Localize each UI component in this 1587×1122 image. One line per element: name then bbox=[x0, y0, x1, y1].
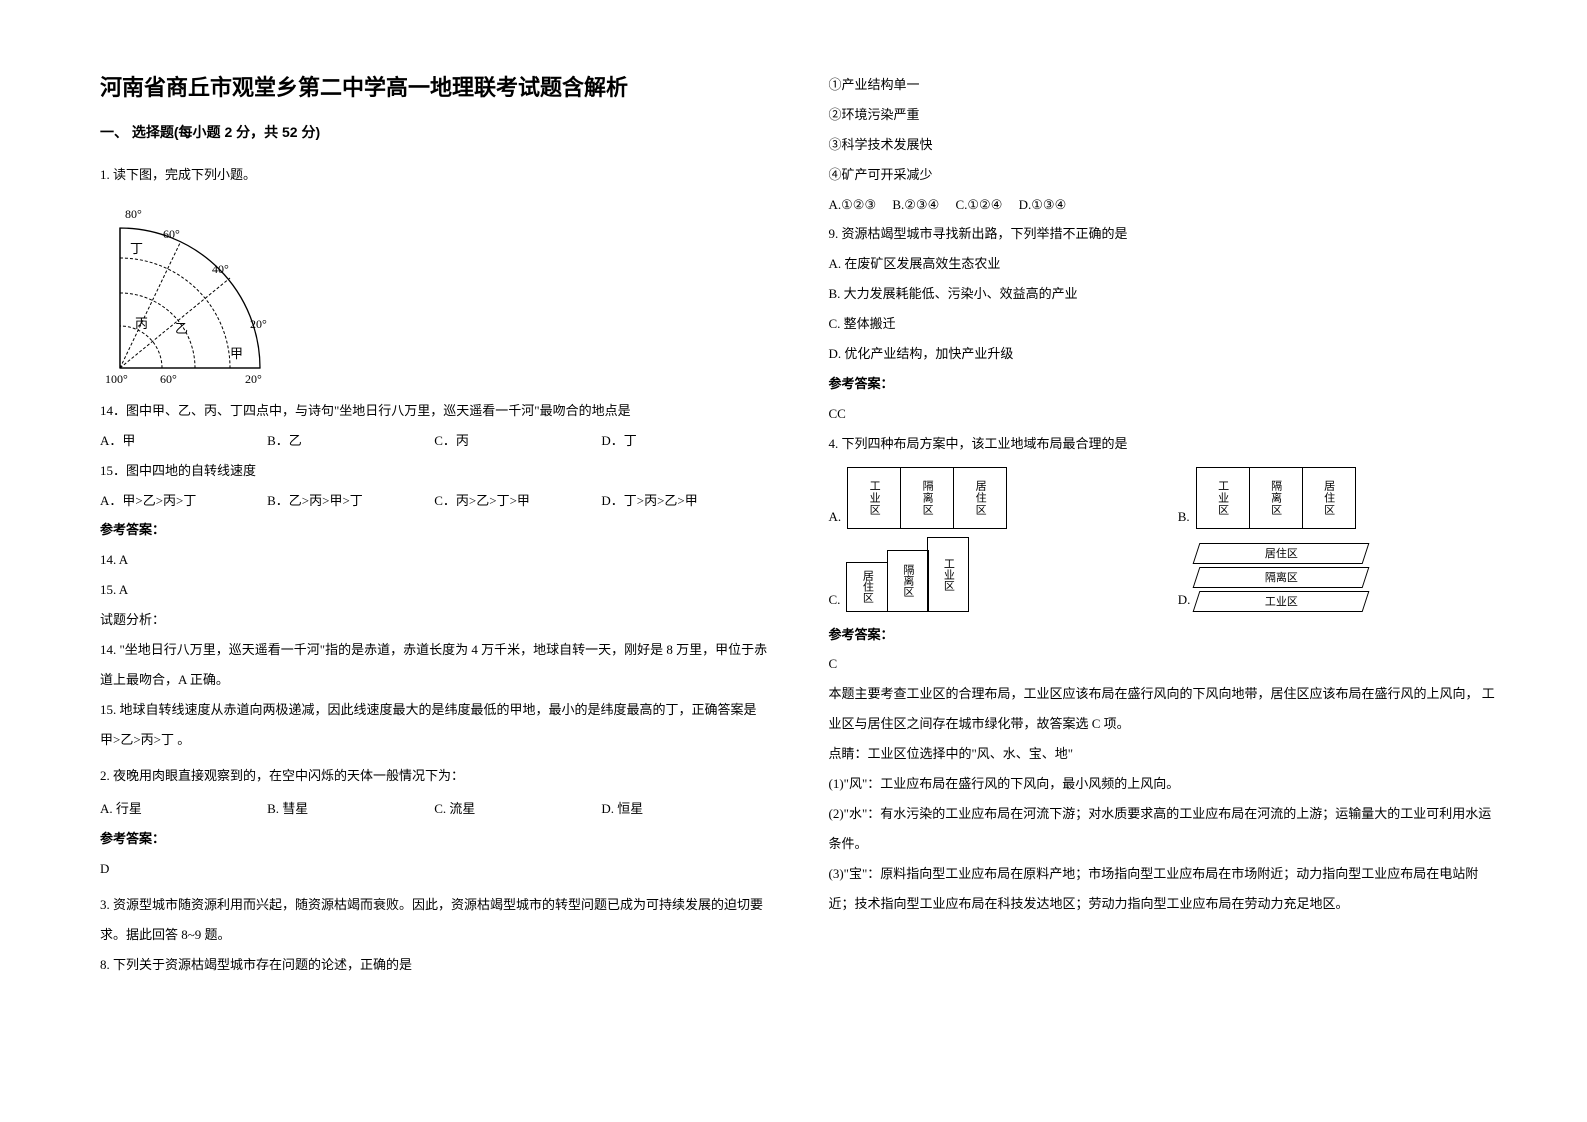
q14-d: D．丁 bbox=[601, 426, 768, 456]
right-column: ①产业结构单一 ②环境污染严重 ③科学技术发展快 ④矿产可开采减少 A.①②③ … bbox=[829, 70, 1498, 980]
expl-p1: (1)"风"：工业应布局在盛行风的下风向，最小风频的上风向。 bbox=[829, 769, 1498, 799]
layout-c-2: 隔离区 bbox=[887, 550, 929, 612]
list-1: ①产业结构单一 bbox=[829, 70, 1498, 100]
label-d: D. bbox=[1178, 592, 1191, 612]
q2: 2. 夜晚用肉眼直接观察到的，在空中闪烁的天体一般情况下为： bbox=[100, 761, 769, 791]
pt-jia: 甲 bbox=[230, 346, 243, 361]
lon-20: 20° bbox=[245, 372, 262, 386]
list-4: ④矿产可开采减少 bbox=[829, 160, 1498, 190]
expl-p3: (3)"宝"：原料指向型工业应布局在原料产地；市场指向型工业应布局在市场附近；动… bbox=[829, 859, 1498, 919]
answer-label-3: 参考答案： bbox=[829, 369, 1498, 399]
analysis14: 14. "坐地日行八万里，巡天遥看一千河"指的是赤道，赤道长度为 4 万千米，地… bbox=[100, 635, 769, 695]
q4: 4. 下列四种布局方案中，该工业地域布局最合理的是 bbox=[829, 429, 1498, 459]
q2-options: A. 行星 B. 彗星 C. 流星 D. 恒星 bbox=[100, 794, 769, 824]
layout-a-3: 居住区 bbox=[954, 468, 1006, 528]
layout-c: 居住区 隔离区 工业区 bbox=[846, 537, 1016, 612]
layout-a-cell: A. 工业区 隔离区 居住区 bbox=[829, 467, 1148, 529]
expl-tip: 点睛：工业区位选择中的"风、水、宝、地" bbox=[829, 739, 1498, 769]
layout-b-3: 居住区 bbox=[1303, 468, 1355, 528]
a15: 15. A bbox=[100, 575, 769, 605]
q1-intro: 1. 读下图，完成下列小题。 bbox=[100, 160, 769, 190]
answer-label-1: 参考答案： bbox=[100, 515, 769, 545]
q15-options: A．甲>乙>丙>丁 B．乙>丙>甲>丁 C．丙>乙>丁>甲 D．丁>丙>乙>甲 bbox=[100, 486, 769, 516]
layout-b-cell: B. 工业区 隔离区 居住区 bbox=[1178, 467, 1497, 529]
layout-d-cell: D. 居住区 隔离区 工业区 bbox=[1178, 537, 1497, 612]
layout-d-2: 隔离区 bbox=[1265, 569, 1298, 585]
layout-b-2: 隔离区 bbox=[1250, 468, 1303, 528]
layout-c-3: 工业区 bbox=[927, 537, 969, 612]
q14: 14．图中甲、乙、丙、丁四点中，与诗句"坐地日行八万里，巡天遥看一千河"最吻合的… bbox=[100, 396, 769, 426]
q2-d: D. 恒星 bbox=[601, 794, 768, 824]
q15-d: D．丁>丙>乙>甲 bbox=[601, 486, 768, 516]
answer-label-4: 参考答案： bbox=[829, 620, 1498, 650]
q2-b: B. 彗星 bbox=[267, 794, 434, 824]
q15-b: B．乙>丙>甲>丁 bbox=[267, 486, 434, 516]
label-b: B. bbox=[1178, 509, 1190, 529]
q14-a: A．甲 bbox=[100, 426, 267, 456]
document-title: 河南省商丘市观堂乡第二中学高一地理联考试题含解析 bbox=[100, 70, 769, 102]
layout-b: 工业区 隔离区 居住区 bbox=[1196, 467, 1356, 529]
lat-60: 60° bbox=[163, 227, 180, 241]
q8-opts: A.①②③ B.②③④ C.①②④ D.①③④ bbox=[829, 190, 1498, 220]
section-header: 一、 选择题(每小题 2 分，共 52 分) bbox=[100, 122, 769, 142]
label-a: A. bbox=[829, 509, 842, 529]
layout-a: 工业区 隔离区 居住区 bbox=[847, 467, 1007, 529]
layout-c-cell: C. 居住区 隔离区 工业区 bbox=[829, 537, 1148, 612]
lat-80: 80° bbox=[125, 207, 142, 221]
answer-label-2: 参考答案： bbox=[100, 824, 769, 854]
analysis15: 15. 地球自转线速度从赤道向两极递减，因此线速度最大的是纬度最低的甲地，最小的… bbox=[100, 695, 769, 755]
a14: 14. A bbox=[100, 545, 769, 575]
exam-document: 河南省商丘市观堂乡第二中学高一地理联考试题含解析 一、 选择题(每小题 2 分，… bbox=[0, 0, 1587, 1020]
lat-20: 20° bbox=[250, 317, 267, 331]
q3-intro: 3. 资源型城市随资源利用而兴起，随资源枯竭而衰败。因此，资源枯竭型城市的转型问… bbox=[100, 890, 769, 950]
list-3: ③科学技术发展快 bbox=[829, 130, 1498, 160]
q3-8: 8. 下列关于资源枯竭型城市存在问题的论述，正确的是 bbox=[100, 950, 769, 980]
pt-yi: 乙 bbox=[175, 321, 188, 336]
label-c: C. bbox=[829, 592, 841, 612]
layout-a-1: 工业区 bbox=[848, 468, 901, 528]
q2-c: C. 流星 bbox=[434, 794, 601, 824]
q14-c: C．丙 bbox=[434, 426, 601, 456]
q14-options: A．甲 B．乙 C．丙 D．丁 bbox=[100, 426, 769, 456]
a4: C bbox=[829, 649, 1498, 679]
q9-a: A. 在废矿区发展高效生态农业 bbox=[829, 249, 1498, 279]
q9-b: B. 大力发展耗能低、污染小、效益高的产业 bbox=[829, 279, 1498, 309]
layout-diagrams: A. 工业区 隔离区 居住区 B. 工业区 隔离区 居住区 C. bbox=[829, 467, 1498, 612]
layout-d-3: 工业区 bbox=[1265, 593, 1298, 609]
lon-60: 60° bbox=[160, 372, 177, 386]
a2: D bbox=[100, 854, 769, 884]
q9-d: D. 优化产业结构，加快产业升级 bbox=[829, 339, 1498, 369]
q15-c: C．丙>乙>丁>甲 bbox=[434, 486, 601, 516]
lon-100: 100° bbox=[105, 372, 128, 386]
analysis-label: 试题分析： bbox=[100, 605, 769, 635]
layout-b-1: 工业区 bbox=[1197, 468, 1250, 528]
expl-p2: (2)"水"：有水污染的工业应布局在河流下游；对水质要求高的工业应布局在河流的上… bbox=[829, 799, 1498, 859]
layout-d-1: 居住区 bbox=[1265, 545, 1298, 561]
pt-bing: 丙 bbox=[135, 316, 148, 331]
q2-a: A. 行星 bbox=[100, 794, 267, 824]
lat-40: 40° bbox=[212, 262, 229, 276]
q14-b: B．乙 bbox=[267, 426, 434, 456]
q15-a: A．甲>乙>丙>丁 bbox=[100, 486, 267, 516]
pt-ding: 丁 bbox=[130, 241, 143, 256]
layout-d: 居住区 隔离区 工业区 bbox=[1196, 543, 1366, 612]
q15: 15．图中四地的自转线速度 bbox=[100, 456, 769, 486]
layout-a-2: 隔离区 bbox=[901, 468, 954, 528]
left-column: 河南省商丘市观堂乡第二中学高一地理联考试题含解析 一、 选择题(每小题 2 分，… bbox=[100, 70, 769, 980]
globe-diagram: 80° 60° 40° 20° 100° 60° 20° 丁 丙 乙 甲 bbox=[100, 198, 280, 388]
a-cc: CC bbox=[829, 399, 1498, 429]
expl1: 本题主要考查工业区的合理布局，工业区应该布局在盛行风向的下风向地带，居住区应该布… bbox=[829, 679, 1498, 739]
q9: 9. 资源枯竭型城市寻找新出路，下列举措不正确的是 bbox=[829, 219, 1498, 249]
q9-c: C. 整体搬迁 bbox=[829, 309, 1498, 339]
list-2: ②环境污染严重 bbox=[829, 100, 1498, 130]
layout-c-1: 居住区 bbox=[846, 562, 888, 612]
